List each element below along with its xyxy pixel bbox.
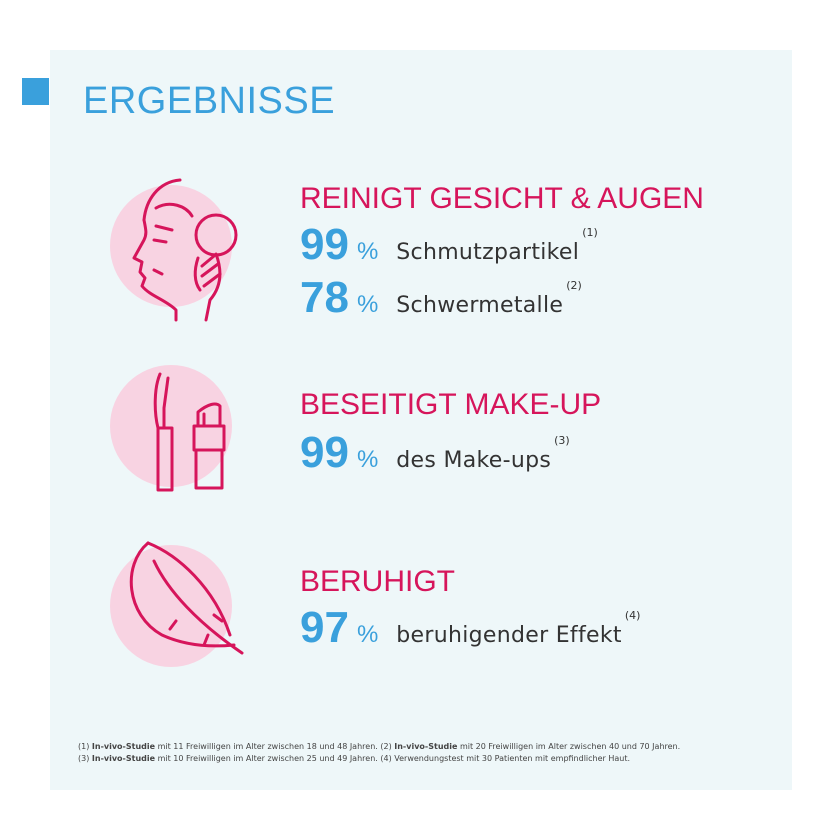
feather-icon [129, 541, 244, 655]
stat-unit: % [356, 621, 379, 648]
stat-reference: (3) [554, 434, 570, 447]
footnote-line: (1) In-vivo-Studie mit 11 Freiwilligen i… [78, 741, 680, 753]
footnote-text: Verwendungstest mit 30 Patienten mit emp… [394, 754, 631, 763]
stat-row: 97 % beruhigender Effekt (4) [300, 603, 640, 653]
stat-value: 99 [300, 220, 349, 269]
stat-row: 99 % Schmutzpartikel (1) [300, 220, 598, 270]
footnote-num: (2) [380, 742, 392, 751]
page-title: ERGEBNISSE [83, 80, 336, 122]
section-heading: REINIGT GESICHT & AUGEN [300, 182, 704, 215]
stat-label: Schwermetalle [396, 293, 564, 318]
section-heading: BESEITIGT MAKE-UP [300, 388, 602, 421]
stat-row: 99 % des Make-ups (3) [300, 428, 570, 478]
stat-value: 97 [300, 603, 349, 652]
section-heading: BERUHIGT [300, 565, 456, 598]
stat-value: 78 [300, 273, 349, 322]
stat-row: 78 % Schwermetalle (2) [300, 273, 582, 323]
footnote-study: In-vivo-Studie [91, 742, 156, 751]
stat-reference: (2) [566, 279, 582, 292]
mascara-lipstick-icon [153, 372, 226, 492]
face-cleansing-icon [132, 178, 238, 322]
stat-label: des Make-ups [396, 448, 552, 473]
footnote-study: In-vivo-Studie [394, 742, 458, 751]
footnote-text: mit 20 Freiwilligen im Alter zwischen 40… [457, 742, 681, 751]
stat-label: Schmutzpartikel [396, 240, 580, 265]
title-marker [22, 78, 49, 105]
stat-value: 99 [300, 428, 349, 477]
footnote-num: (3) [78, 754, 90, 763]
stat-label: beruhigender Effekt [396, 623, 622, 648]
stat-reference: (1) [582, 226, 598, 239]
stat-reference: (4) [624, 609, 641, 622]
stat-unit: % [356, 446, 379, 473]
footnote-num: (1) [78, 742, 90, 751]
stat-unit: % [356, 238, 379, 265]
footnotes: (1) In-vivo-Studie mit 11 Freiwilligen i… [78, 741, 680, 765]
footnote-num: (4) [380, 754, 392, 763]
footnote-line: (3) In-vivo-Studie mit 10 Freiwilligen i… [78, 753, 680, 765]
footnote-text: mit 10 Freiwilligen im Alter zwischen 25… [155, 754, 378, 763]
footnote-text: mit 11 Freiwilligen im Alter zwischen 18… [155, 742, 378, 751]
stat-unit: % [356, 291, 379, 318]
footnote-study: In-vivo-Studie [91, 754, 156, 763]
